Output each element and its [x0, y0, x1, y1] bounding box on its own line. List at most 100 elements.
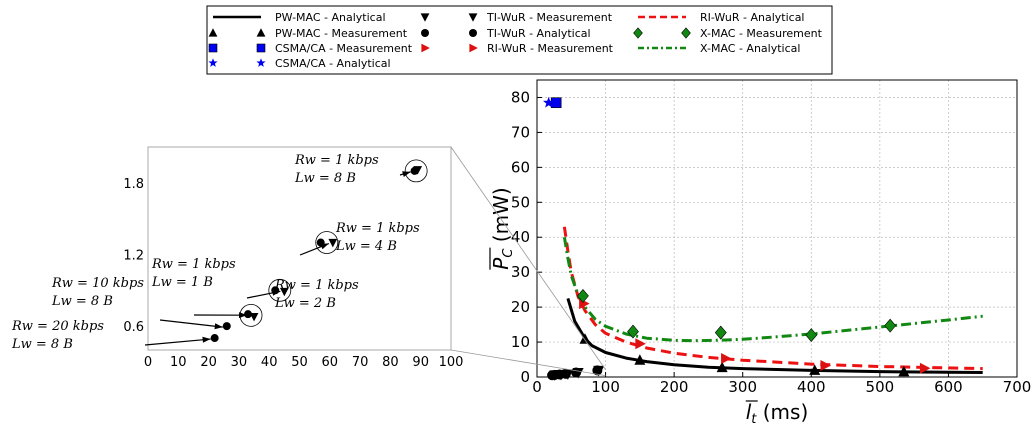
y-tick-label: 20 [511, 298, 530, 316]
legend-label: RI-WuR - Analytical [700, 11, 805, 24]
inset-y-tick-label: 1.2 [123, 248, 144, 263]
y-tick-label: 60 [511, 158, 530, 176]
y-tick-label: 80 [511, 88, 530, 106]
marker-ti-wur-analytical [592, 365, 603, 376]
y-axis-label: PC (mW) [489, 187, 516, 269]
legend-marker-csma-ca-measurement [256, 43, 266, 53]
zoom-connector-lines [450, 146, 606, 376]
x-tick-label: 500 [866, 378, 895, 396]
annotation-line2: Lw = 1 B [151, 275, 213, 290]
inset-marker-ti-wur-analytical [210, 334, 219, 343]
annotation-arrowhead [202, 336, 211, 343]
legend-label: PW-MAC - Measurement [275, 27, 408, 40]
legend-label: X-MAC - Analytical [700, 42, 800, 55]
x-axis-label-unit: (ms) [756, 400, 808, 424]
annotation-arrowhead [214, 323, 223, 330]
inset-x-tick-label: 40 [261, 355, 278, 370]
legend-marker-pw-mac-measurement [256, 28, 266, 37]
legend-marker-ti-wur-measurement [420, 13, 430, 22]
legend-marker-ti-wur-measurement [468, 13, 478, 22]
marker-pw-mac-measurement [579, 333, 591, 344]
legend-label: X-MAC - Measurement [700, 27, 823, 40]
marker-ti-wur-analytical [560, 368, 571, 379]
inset-x-tick-label: 10 [170, 355, 187, 370]
y-tick-label: 40 [511, 228, 530, 246]
inset-x-tick-label: 90 [412, 355, 429, 370]
legend-marker-ti-wur-analytical [421, 29, 429, 37]
annotation-arrowhead [239, 312, 248, 319]
annotation-line1: Rw = 1 kbps [151, 257, 236, 272]
zoom-line-bottom [450, 349, 606, 376]
inset-marker-ti-wur-measurement [279, 287, 289, 297]
inset-marker-ti-wur-measurement [328, 238, 338, 248]
marker-ri-wur-measurement [635, 338, 646, 350]
inset-x-tick-label: 50 [291, 355, 308, 370]
legend-label: PW-MAC - Analytical [275, 11, 386, 24]
inset-group-ellipse [404, 159, 428, 183]
marker-x-mac-measurement [577, 288, 589, 303]
inset-x-tick-label: 0 [144, 355, 152, 370]
legend-marker-ti-wur-analytical [469, 29, 477, 37]
annotation-arrowhead [402, 171, 411, 178]
marker-x-mac-measurement [884, 318, 897, 333]
marker-pw-mac-measurement [716, 361, 728, 373]
marker-ri-wur-measurement [721, 352, 732, 364]
inset-x-tick-label: 20 [200, 355, 217, 370]
legend-label: RI-WuR - Measurement [487, 42, 614, 55]
x-axis-label-subscript: t [751, 412, 757, 424]
legend: PW-MAC - Analytical TI-WuR - Measurement R… [206, 5, 833, 75]
zoom-line-top [450, 146, 606, 370]
inset-group-ellipse [268, 278, 292, 302]
y-axis-label-symbol: P [489, 257, 513, 270]
legend-marker-ri-wur-measurement [469, 43, 478, 53]
y-tick-label: 50 [511, 193, 530, 211]
x-tick-label: 600 [934, 378, 963, 396]
annotation-line2: Lw = 8 B [51, 294, 113, 309]
plot-area [537, 80, 1017, 377]
inset-marker-ti-wur-analytical [222, 322, 231, 331]
annotation-line2: Lw = 8 B [11, 337, 73, 352]
legend-marker-csma-ca-analytical [256, 58, 266, 67]
legend-box [206, 5, 833, 75]
annotation-arrow [159, 319, 223, 328]
legend-marker-x-mac-measurement [681, 27, 691, 39]
annotation-line1: Rw = 1 kbps [335, 221, 420, 236]
legend-label: TI-WuR - Measurement [486, 11, 613, 24]
marker-x-mac-measurement [714, 325, 727, 340]
inset-marker-ti-wur-measurement [413, 166, 423, 175]
marker-pw-mac-measurement [634, 354, 646, 365]
x-tick-label: 200 [660, 378, 689, 396]
annotation-line1: Rw = 10 kbps [51, 276, 144, 291]
inset-x-tick-label: 30 [231, 355, 248, 370]
marker-csma-ca-analytical [542, 96, 555, 108]
marker-pw-mac-measurement [898, 365, 910, 377]
y-axis-label-subscript: C [501, 248, 516, 258]
inset-y-tick-label: 0.6 [123, 320, 144, 335]
inset-x-tick-label: 100 [439, 355, 464, 370]
legend-marker-csma-ca-measurement [208, 43, 218, 53]
y-tick-label: 0 [520, 368, 530, 386]
marker-x-mac-measurement [805, 328, 818, 343]
plot-frame [536, 79, 1018, 378]
legend-marker-pw-mac-measurement [208, 28, 218, 37]
x-tick-label: 300 [728, 378, 757, 396]
legend-marker-csma-ca-analytical [208, 58, 218, 67]
annotation-line1: Rw = 1 kbps [294, 153, 379, 168]
marker-csma-ca-measurement [550, 97, 562, 109]
inset-x-tick-label: 70 [352, 355, 369, 370]
annotation-line2: Lw = 4 B [335, 239, 397, 254]
marker-ri-wur-measurement [820, 359, 831, 371]
y-tick-label: 10 [511, 333, 530, 351]
x-tick-label: 400 [797, 378, 826, 396]
y-tick-label: 30 [511, 263, 530, 281]
annotation-line1: Rw = 20 kbps [11, 319, 104, 334]
legend-marker-x-mac-measurement [633, 27, 643, 39]
x-tick-label: 0 [532, 378, 542, 396]
inset-y-tick-label: 1.8 [123, 177, 144, 192]
x-tick-label: 700 [1003, 378, 1031, 396]
annotation-arrowhead [271, 289, 281, 296]
legend-label: TI-WuR - Analytical [486, 27, 591, 40]
main-chart: 0 100 200 300 400 500 600 700 0 10 20 30 40 50 60 70 80 l… [489, 79, 1031, 424]
x-axis-label: lt (ms) [746, 400, 809, 424]
